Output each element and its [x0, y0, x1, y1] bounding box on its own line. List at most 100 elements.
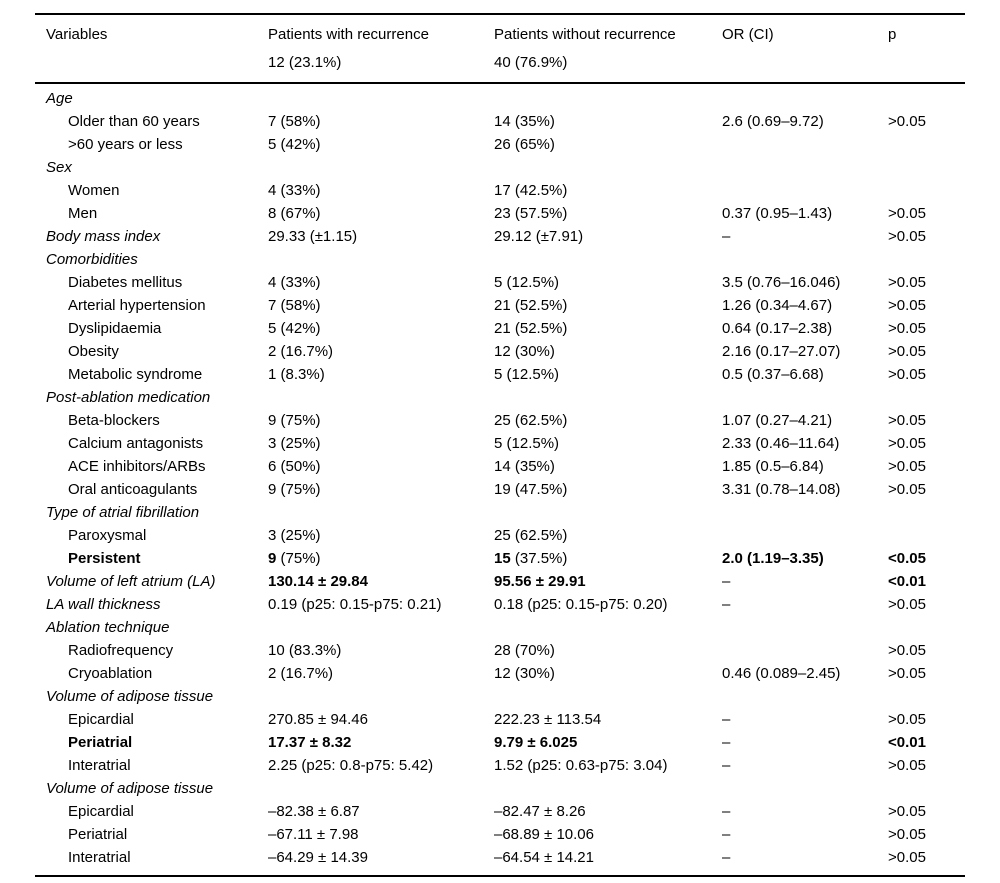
cell-p: [888, 524, 965, 547]
row-label: Volume of adipose tissue: [46, 780, 214, 797]
cell-with-recurrence: [268, 87, 494, 110]
row-label: Body mass index: [46, 228, 161, 245]
table-row: Metabolic syndrome 1 (8.3%) 5 (12.5%) 0.5 (…: [46, 363, 965, 386]
cell-p: >0.05: [888, 435, 926, 452]
header-with-recurrence-count: 12 (23.1%): [268, 54, 342, 71]
cell-p: >0.05: [888, 711, 926, 728]
table-row: Older than 60 years 7 (58%) 14 (35%) 2.6 (0…: [46, 110, 965, 133]
cell-with-recurrence: 0.19 (p25: 0.15-p75: 0.21): [268, 596, 442, 613]
cell-with-recurrence: 5 (42%): [268, 320, 321, 337]
cell-without-recurrence: 28 (70%): [494, 642, 555, 659]
row-label: Oral anticoagulants: [68, 481, 198, 498]
cell-without-recurrence: 5 (12.5%): [494, 274, 560, 291]
cell-p: >0.05: [888, 596, 926, 613]
cell-with-recurrence: [268, 777, 494, 800]
table-row: >60 years or less 5 (42%) 26 (65%): [46, 133, 965, 156]
row-label: Post-ablation medication: [46, 389, 211, 406]
table-row: Persistent 9 (75%) 15 (37.5%) 2.0 (1.19–3.3…: [46, 547, 965, 570]
cell-without-recurrence: 19 (47.5%): [494, 481, 568, 498]
cell-without-recurrence: 23 (57.5%): [494, 205, 568, 222]
cell-without-recurrence: [494, 685, 722, 708]
cell-without-recurrence: 25 (62.5%): [494, 527, 568, 544]
cell-with-recurrence: –82.38 ± 6.87: [268, 803, 360, 820]
table-body: Age Older than 60 years 7 (58%) 14 (35%) 2.6…: [35, 84, 965, 875]
cell-without-recurrence: 14 (35%): [494, 113, 555, 130]
row-label: Diabetes mellitus: [68, 274, 183, 291]
cell-or-ci: –: [722, 734, 731, 751]
table-row: Ablation technique: [46, 616, 965, 639]
cell-or-ci: 2.0 (1.19–3.35): [722, 550, 824, 567]
table-header: Variables Patients with recurrence Patie…: [35, 15, 965, 84]
row-label: Sex: [46, 159, 72, 176]
cell-without-recurrence: 21 (52.5%): [494, 297, 568, 314]
cell-or-ci: 2.33 (0.46–11.64): [722, 435, 840, 452]
cell-or-ci: [722, 87, 888, 110]
cell-with-recurrence: [268, 616, 494, 639]
row-label: Comorbidities: [46, 251, 138, 268]
cell-without-recurrence: [494, 248, 722, 271]
table-row: Volume of left atrium (LA) 130.14 ± 29.84…: [46, 570, 965, 593]
cell-or-ci: [722, 386, 888, 409]
row-label: Calcium antagonists: [68, 435, 204, 452]
cell-or-ci: 0.5 (0.37–6.68): [722, 366, 824, 383]
table-row: Men 8 (67%) 23 (57.5%) 0.37 (0.95–1.43) >0.0…: [46, 202, 965, 225]
table-row: Interatrial 2.25 (p25: 0.8-p75: 5.42) 1.52…: [46, 754, 965, 777]
cell-p: <0.01: [888, 734, 926, 751]
row-label: Interatrial: [68, 849, 131, 866]
header-or-ci: OR (CI): [722, 26, 774, 43]
cell-p: >0.05: [888, 366, 926, 383]
row-label: ACE inhibitors/ARBs: [68, 458, 206, 475]
cell-p: [888, 501, 965, 524]
row-label: Beta-blockers: [68, 412, 160, 429]
cell-without-recurrence: [494, 777, 722, 800]
statistics-table: Variables Patients with recurrence Patie…: [35, 13, 965, 877]
header-line-2: 12 (23.1%) 40 (76.9%): [46, 49, 965, 77]
table-row: Obesity 2 (16.7%) 12 (30%) 2.16 (0.17–27.07…: [46, 340, 965, 363]
table-row: Epicardial 270.85 ± 94.46 222.23 ± 113.54 –…: [46, 708, 965, 731]
table-row: Periatrial 17.37 ± 8.32 9.79 ± 6.025 – <0.01: [46, 731, 965, 754]
header-or-ci-sub: [722, 49, 888, 77]
table-row: LA wall thickness 0.19 (p25: 0.15-p75: 0.…: [46, 593, 965, 616]
cell-or-ci: [722, 133, 888, 156]
cell-with-recurrence: [268, 248, 494, 271]
cell-with-recurrence: 4 (33%): [268, 182, 321, 199]
cell-without-recurrence: 1.52 (p25: 0.63-p75: 3.04): [494, 757, 668, 774]
table-row: Paroxysmal 3 (25%) 25 (62.5%): [46, 524, 965, 547]
cell-without-recurrence: 17 (42.5%): [494, 182, 568, 199]
cell-without-recurrence: 0.18 (p25: 0.15-p75: 0.20): [494, 596, 668, 613]
cell-with-recurrence: 9 (75%): [268, 481, 321, 498]
cell-or-ci: 2.6 (0.69–9.72): [722, 113, 824, 130]
cell-p: >0.05: [888, 228, 926, 245]
cell-p: [888, 386, 965, 409]
table-row: Diabetes mellitus 4 (33%) 5 (12.5%) 3.5 (0.…: [46, 271, 965, 294]
row-label: Ablation technique: [46, 619, 170, 636]
row-label: >60 years or less: [68, 136, 183, 153]
cell-p: >0.05: [888, 205, 926, 222]
cell-p: >0.05: [888, 826, 926, 843]
cell-without-recurrence: –82.47 ± 8.26: [494, 803, 586, 820]
cell-or-ci: [722, 501, 888, 524]
cell-p: >0.05: [888, 458, 926, 475]
cell-or-ci: 2.16 (0.17–27.07): [722, 343, 841, 360]
cell-p: [888, 179, 965, 202]
cell-or-ci: [722, 777, 888, 800]
cell-p: [888, 248, 965, 271]
row-label: Epicardial: [68, 711, 134, 728]
table-row: Body mass index 29.33 (±1.15) 29.12 (±7.91…: [46, 225, 965, 248]
row-label: Volume of adipose tissue: [46, 688, 214, 705]
row-label: Persistent: [68, 550, 141, 567]
cell-with-recurrence: 10 (83.3%): [268, 642, 342, 659]
cell-p: >0.05: [888, 297, 926, 314]
header-p: p: [888, 26, 897, 43]
cell-with-recurrence: 29.33 (±1.15): [268, 228, 358, 245]
table-row: Sex: [46, 156, 965, 179]
cell-with-recurrence: 7 (58%): [268, 113, 321, 130]
cell-or-ci: 0.46 (0.089–2.45): [722, 665, 841, 682]
cell-with-recurrence: 2.25 (p25: 0.8-p75: 5.42): [268, 757, 434, 774]
cell-with-recurrence: 3 (25%): [268, 435, 321, 452]
cell-with-recurrence: [268, 156, 494, 179]
row-label: Age: [46, 90, 73, 107]
cell-with-recurrence: 6 (50%): [268, 458, 321, 475]
table-row: Cryoablation 2 (16.7%) 12 (30%) 0.46 (0.089…: [46, 662, 965, 685]
cell-p: >0.05: [888, 113, 926, 130]
